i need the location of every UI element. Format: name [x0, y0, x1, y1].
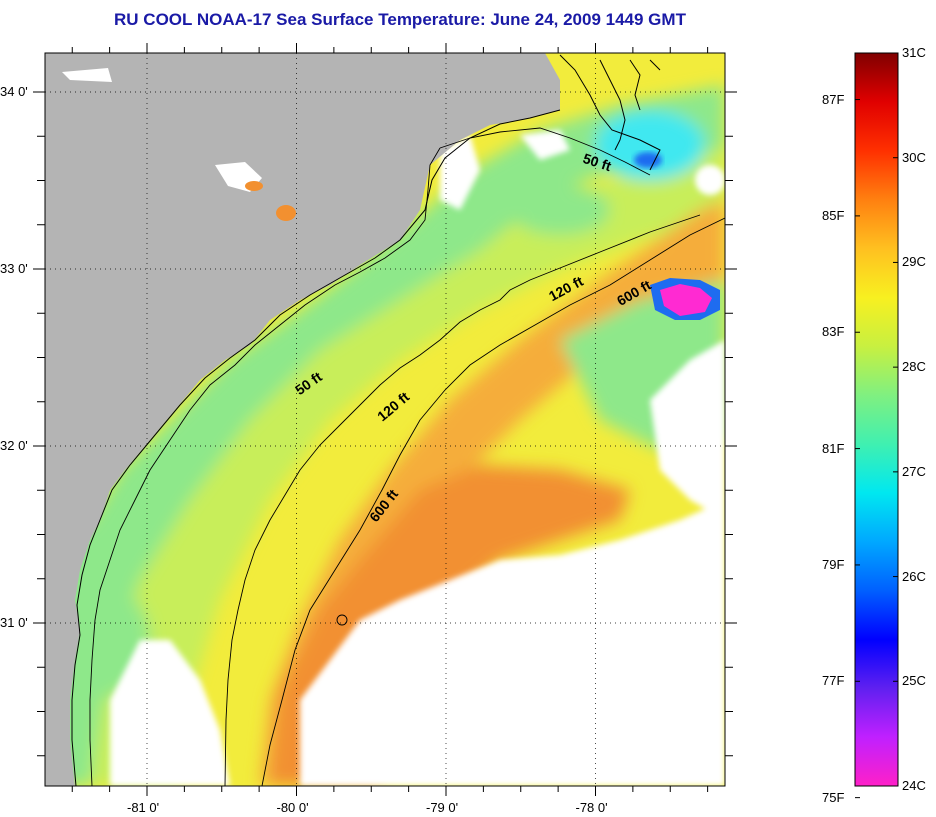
- coastline: [71, 54, 661, 786]
- cloud-area-southwest: [110, 640, 230, 786]
- cloud-area-east: [650, 340, 725, 520]
- axis-ticks: [33, 43, 737, 796]
- contour-50ft: [89, 127, 651, 786]
- celsius-label: 29C: [902, 254, 926, 270]
- lon-tick-label: -80 0': [276, 800, 309, 815]
- colorbar-gradient: [854, 52, 899, 787]
- small-contour-ring: [336, 614, 348, 626]
- cloud-patch-north2: [520, 130, 570, 160]
- contour-600ft: [261, 217, 725, 786]
- warm-spot-inland: [276, 205, 296, 221]
- celsius-label: 24C: [902, 778, 926, 793]
- land-mass: [45, 53, 560, 786]
- land-cloud-patch: [62, 68, 112, 82]
- fahrenheit-label: 87F: [822, 91, 845, 107]
- fahrenheit-label: 77F: [822, 673, 845, 689]
- cloud-patch-east: [695, 165, 725, 195]
- cool-pocket-mid: [510, 185, 610, 235]
- fahrenheit-label: 83F: [822, 324, 845, 340]
- colorbar-ticks: [855, 52, 898, 799]
- contour-120ft: [224, 214, 701, 786]
- celsius-label: 28C: [902, 359, 926, 375]
- fahrenheit-label: 81F: [822, 440, 845, 456]
- celsius-label: 27C: [902, 463, 926, 479]
- map-title: RU COOL NOAA-17 Sea Surface Temperature:…: [114, 10, 686, 29]
- cold-spot-blue: [634, 152, 662, 168]
- fahrenheit-label: 79F: [822, 556, 845, 572]
- cold-patch-core: [660, 284, 712, 316]
- lon-tick-label: -79 0': [426, 800, 459, 815]
- lat-tick-label: 31 0': [0, 615, 28, 630]
- celsius-label: 26C: [902, 568, 926, 584]
- warm-spot-inland2: [245, 181, 263, 191]
- map-area: [45, 53, 725, 786]
- grid-lines: [45, 53, 725, 786]
- celsius-label: 30C: [902, 149, 926, 165]
- lon-tick-label: -78 0': [575, 800, 608, 815]
- fahrenheit-label: 75F: [822, 789, 845, 805]
- lat-tick-label: 32 0': [0, 438, 28, 453]
- map-frame: [44, 52, 726, 787]
- fahrenheit-label: 85F: [822, 207, 845, 223]
- celsius-label: 31C: [902, 45, 926, 60]
- lat-tick-label: 34 0': [0, 84, 28, 99]
- lat-tick-label: 33 0': [0, 261, 28, 276]
- celsius-label: 25C: [902, 673, 926, 689]
- nc-coast-upper: [599, 59, 661, 151]
- lon-tick-label: -81 0': [127, 800, 160, 815]
- cloud-cover: [110, 130, 725, 786]
- cloud-area-south: [300, 500, 725, 786]
